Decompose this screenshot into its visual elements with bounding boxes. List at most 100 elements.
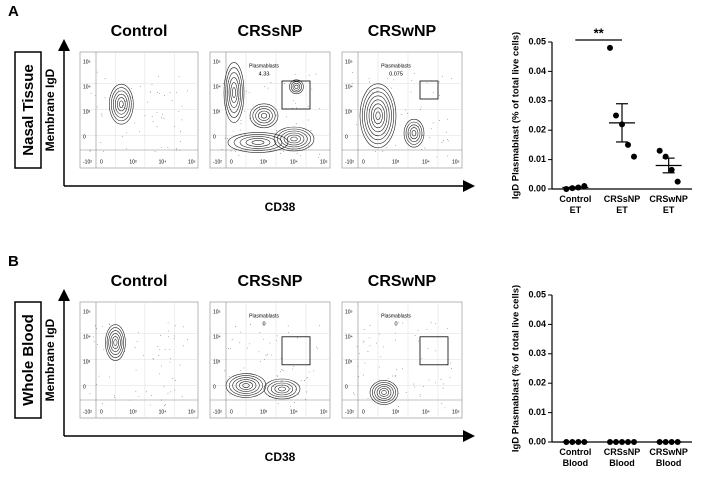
row-label-text: Whole Blood	[20, 314, 37, 406]
contour	[361, 87, 395, 145]
event-dot	[354, 393, 356, 395]
event-dot	[443, 140, 444, 142]
flow-x-tick: 10⁵	[188, 159, 196, 165]
event-dot	[391, 73, 393, 75]
event-dot	[244, 134, 246, 135]
event-dot	[357, 365, 359, 367]
data-point	[668, 166, 675, 173]
event-dot	[439, 81, 441, 83]
event-dot	[103, 150, 104, 152]
event-dot	[442, 383, 444, 385]
contour	[255, 108, 273, 124]
event-dot	[156, 92, 158, 93]
flow-x-tick: 10⁵	[188, 409, 196, 415]
event-dot	[422, 135, 424, 136]
event-dot	[281, 369, 282, 370]
event-dot	[173, 337, 175, 339]
event-dot	[417, 120, 419, 122]
flow-y-tick: 10⁴	[83, 84, 91, 90]
event-dot	[430, 322, 432, 324]
event-dot	[294, 402, 295, 404]
data-point	[656, 147, 663, 154]
plot-title: CRSwNP	[368, 23, 437, 40]
event-dot	[181, 105, 183, 107]
event-dot	[163, 118, 165, 120]
event-dot	[375, 151, 376, 152]
contour	[105, 324, 126, 361]
contour	[230, 82, 238, 103]
event-dot	[300, 155, 302, 157]
flow-y-tick: 0	[213, 134, 216, 140]
event-dot	[163, 386, 165, 388]
event-dot	[181, 396, 183, 398]
panel-letter: B	[8, 253, 19, 270]
event-dot	[387, 78, 389, 80]
flow-y-tick: 10³	[213, 109, 221, 115]
plot-title: CRSsNP	[238, 273, 303, 290]
plot-frame	[209, 51, 331, 169]
event-dot	[96, 384, 97, 385]
flow-y-tick: -10²	[213, 159, 222, 165]
event-dot	[160, 334, 161, 336]
gate-label: Plasmablasts	[381, 63, 411, 69]
contour	[373, 107, 383, 125]
event-dot	[243, 367, 245, 369]
event-dot	[276, 130, 277, 131]
event-dot	[164, 95, 165, 97]
flow-y-tick: 10⁵	[83, 59, 91, 65]
contour	[251, 140, 265, 145]
panel-letter: A	[8, 3, 19, 20]
flow-x-tick: 0	[362, 409, 365, 415]
event-dot	[248, 91, 250, 93]
event-dot	[317, 348, 319, 349]
contour	[233, 134, 283, 151]
plot-frame	[341, 301, 463, 419]
event-dot	[367, 351, 369, 352]
event-dot	[313, 370, 315, 372]
event-dot	[149, 404, 151, 406]
flow-y-tick: 0	[83, 384, 86, 390]
event-dot	[138, 332, 139, 333]
event-dot	[100, 142, 102, 143]
flow-x-tick: 10³	[260, 409, 268, 415]
event-dot	[139, 130, 140, 132]
y-tick-label: 0.01	[528, 154, 546, 164]
event-dot	[275, 115, 277, 116]
plot-title: CRSsNP	[238, 23, 303, 40]
event-dot	[432, 122, 434, 124]
flow-x-tick: 10⁵	[320, 409, 328, 415]
event-dot	[180, 130, 181, 132]
event-dot	[265, 354, 267, 356]
event-dot	[451, 368, 452, 369]
event-dot	[164, 348, 166, 350]
event-dot	[138, 396, 140, 397]
contour	[278, 386, 286, 392]
event-dot	[398, 406, 399, 408]
contour	[267, 380, 297, 398]
event-dot	[234, 151, 236, 152]
event-dot	[442, 76, 443, 77]
event-dot	[267, 87, 269, 89]
y-axis-label: IgD Plasmablast (% of total live cells)	[511, 285, 522, 452]
contour	[292, 83, 301, 91]
data-point	[613, 112, 619, 119]
event-dot	[356, 124, 357, 126]
event-dot	[281, 381, 282, 382]
event-dot	[276, 335, 278, 337]
event-dot	[170, 358, 172, 359]
event-dot	[89, 393, 91, 395]
y-axis-label: IgD Plasmablast (% of total live cells)	[511, 32, 522, 199]
y-tick-label: 0.03	[528, 95, 546, 105]
event-dot	[178, 149, 180, 151]
event-dot	[224, 137, 226, 139]
event-dot	[246, 90, 248, 92]
event-dot	[318, 107, 320, 109]
plot-title: Control	[111, 23, 168, 40]
flow-x-tick: 10⁴	[290, 159, 298, 165]
contour	[374, 384, 394, 401]
contour	[239, 136, 277, 149]
event-dot	[156, 126, 158, 128]
event-dot	[186, 339, 188, 341]
event-dot	[411, 80, 413, 82]
data-point	[631, 153, 637, 160]
